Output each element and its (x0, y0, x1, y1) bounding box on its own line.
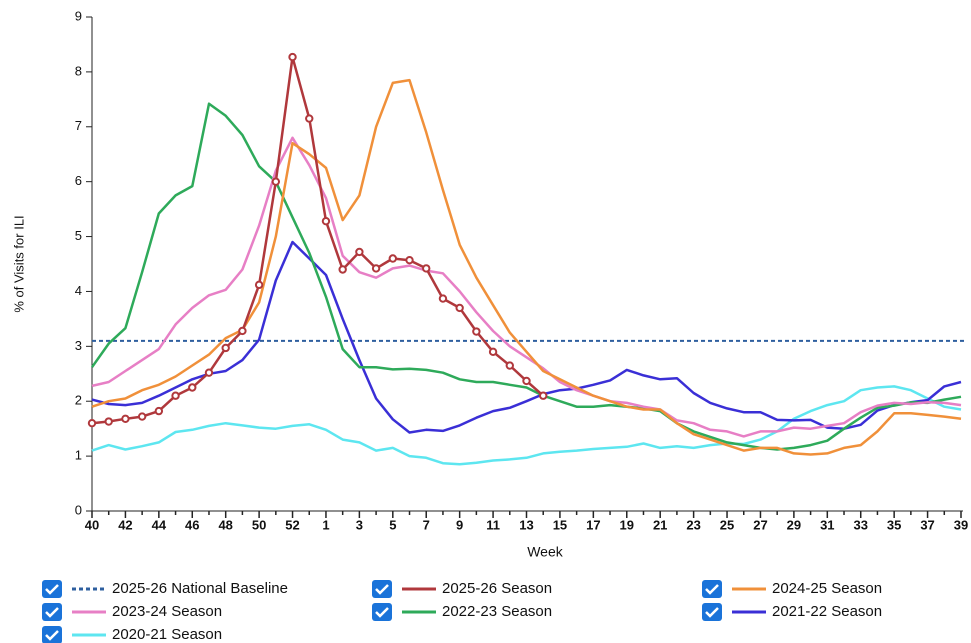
point (271, 177, 281, 186)
point (505, 361, 514, 370)
x-tick-label: 35 (887, 517, 901, 532)
series-line (91, 55, 545, 425)
x-tick-label: 44 (152, 517, 167, 532)
x-tick-label: 21 (653, 517, 667, 532)
x-tick-label: 17 (586, 517, 600, 532)
legend-check[interactable] (705, 607, 719, 618)
y-tick-label: 9 (75, 8, 82, 23)
legend-check[interactable] (375, 584, 389, 595)
point (371, 264, 381, 273)
point (154, 406, 164, 416)
x-tick-label: 52 (285, 517, 299, 532)
x-axis-label: Week (527, 544, 564, 560)
legend-checkbox[interactable] (42, 580, 62, 598)
series-line (91, 136, 962, 438)
series-line (91, 385, 962, 466)
x-tick-label: 40 (85, 517, 99, 532)
series-line (91, 240, 962, 434)
point (472, 327, 481, 336)
x-tick-label: 27 (753, 517, 767, 532)
x-tick-label: 23 (686, 517, 700, 532)
legend-label[interactable]: 2023-24 Season (112, 603, 222, 620)
point (104, 417, 113, 426)
legend-label[interactable]: 2024-25 Season (772, 580, 882, 597)
series-line (91, 78, 962, 456)
x-tick-label: 25 (720, 517, 734, 532)
y-tick-label: 5 (75, 228, 82, 243)
point (338, 265, 347, 274)
point (321, 216, 331, 226)
point (455, 303, 464, 313)
x-tick-label: 29 (787, 517, 801, 532)
legend-check[interactable] (45, 607, 59, 618)
legend-checkbox[interactable] (42, 603, 62, 621)
y-tick-label: 7 (75, 118, 82, 133)
x-tick-label: 13 (519, 517, 533, 532)
point (188, 383, 197, 392)
x-tick-label: 48 (218, 517, 232, 532)
series-line (90, 102, 962, 451)
y-tick-label: 2 (75, 393, 82, 408)
y-tick-label: 6 (75, 173, 82, 188)
x-tick-label: 37 (920, 517, 934, 532)
y-tick-label: 4 (75, 283, 82, 298)
legend-label[interactable]: 2025-26 National Baseline (112, 580, 288, 597)
point (221, 343, 230, 353)
legend-check[interactable] (45, 584, 59, 595)
x-tick-label: 31 (820, 517, 834, 532)
point (254, 280, 264, 290)
x-tick-label: 50 (252, 517, 266, 532)
x-tick-label: 19 (620, 517, 634, 532)
point (121, 414, 130, 423)
legend-label[interactable]: 2025-26 Season (442, 580, 552, 597)
legend-checkbox[interactable] (372, 580, 392, 598)
legend-checkbox[interactable] (702, 580, 722, 598)
y-tick-label: 8 (75, 63, 82, 78)
point (137, 412, 147, 421)
legend-check[interactable] (375, 607, 389, 618)
point (405, 255, 414, 265)
point (388, 254, 398, 263)
legend-label[interactable]: 2020-21 Season (112, 626, 222, 643)
legend-check[interactable] (705, 584, 719, 595)
x-tick-label: 15 (553, 517, 567, 532)
point (171, 391, 180, 400)
point (305, 114, 314, 123)
point (438, 294, 448, 303)
point (355, 247, 364, 257)
legend-label[interactable]: 2022-23 Season (442, 603, 552, 620)
legend-label[interactable]: 2021-22 Season (772, 603, 882, 620)
x-tick-label: 33 (853, 517, 867, 532)
legend-checkbox[interactable] (372, 603, 392, 621)
x-tick-label: 46 (185, 517, 199, 532)
y-tick-label: 3 (75, 338, 82, 353)
point (87, 418, 97, 428)
x-tick-label: 3 (356, 517, 363, 532)
point (288, 52, 297, 62)
legend-checkbox[interactable] (702, 603, 722, 621)
x-tick-label: 11 (486, 517, 500, 532)
point (204, 368, 214, 377)
point (422, 264, 431, 273)
point (488, 347, 498, 357)
x-tick-label: 7 (423, 517, 430, 532)
x-tick-label: 1 (322, 517, 329, 532)
point (539, 391, 548, 400)
legend-check[interactable] (45, 630, 59, 641)
y-tick-label: 0 (75, 502, 82, 517)
x-tick-label: 42 (118, 517, 132, 532)
legend-checkbox[interactable] (42, 626, 62, 643)
y-tick-label: 1 (75, 448, 82, 463)
point (522, 376, 531, 386)
x-tick-label: 5 (389, 517, 396, 532)
x-tick-label: 9 (456, 517, 463, 532)
y-axis-label: % of Visits for ILI (11, 215, 26, 312)
point (238, 326, 247, 336)
x-tick-label: 39 (954, 517, 968, 532)
